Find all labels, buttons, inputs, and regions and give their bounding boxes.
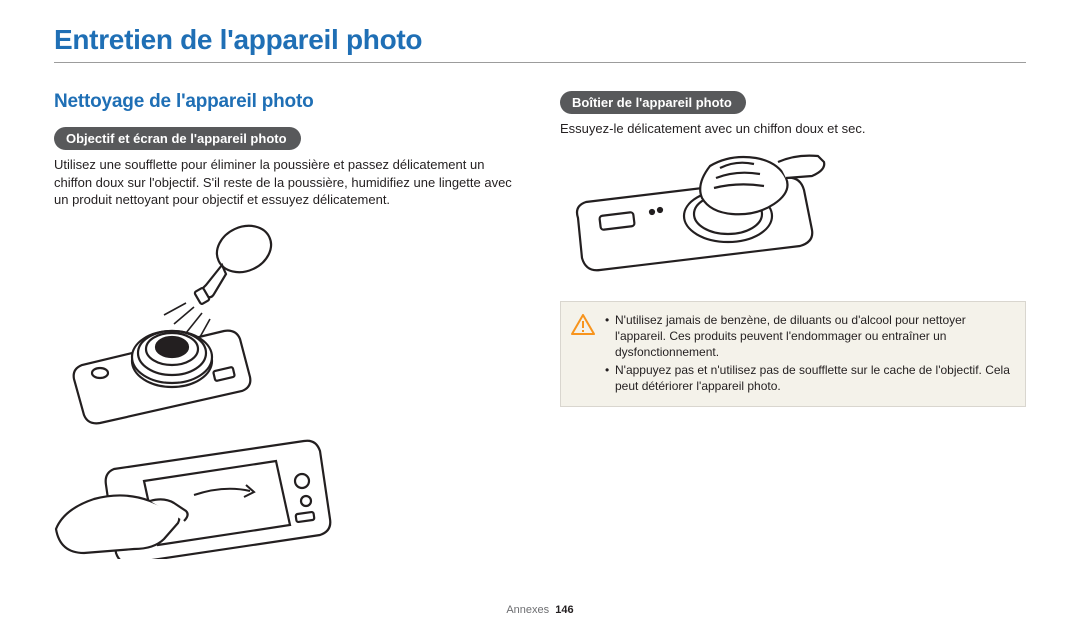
left-column: Nettoyage de l'appareil photo Objectif e… [54, 91, 520, 564]
warning-item: N'utilisez jamais de benzène, de diluant… [605, 312, 1011, 361]
lens-screen-text: Utilisez une soufflette pour éliminer la… [54, 156, 520, 209]
pill-body: Boîtier de l'appareil photo [560, 91, 746, 114]
content-columns: Nettoyage de l'appareil photo Objectif e… [54, 91, 1026, 564]
right-column: Boîtier de l'appareil photo Essuyez-le d… [560, 91, 1026, 564]
warning-icon [571, 314, 595, 341]
footer-section-label: Annexes [506, 604, 549, 616]
pill-lens-screen: Objectif et écran de l'appareil photo [54, 127, 301, 150]
footer-page-number: 146 [555, 604, 573, 616]
lens-clean-illustration [54, 219, 520, 564]
warning-item: N'appuyez pas et n'utilisez pas de souff… [605, 362, 1011, 394]
body-clean-text: Essuyez-le délicatement avec un chiffon … [560, 120, 1026, 138]
section-title-cleaning: Nettoyage de l'appareil photo [54, 91, 520, 113]
warning-note-box: N'utilisez jamais de benzène, de diluant… [560, 301, 1026, 408]
body-clean-illustration [560, 148, 1026, 283]
page-title: Entretien de l'appareil photo [54, 24, 1026, 63]
blower-camera-svg [54, 219, 354, 559]
page-footer: Annexes 146 [0, 604, 1080, 616]
wipe-body-svg [560, 148, 840, 278]
warning-list: N'utilisez jamais de benzène, de diluant… [605, 312, 1011, 397]
